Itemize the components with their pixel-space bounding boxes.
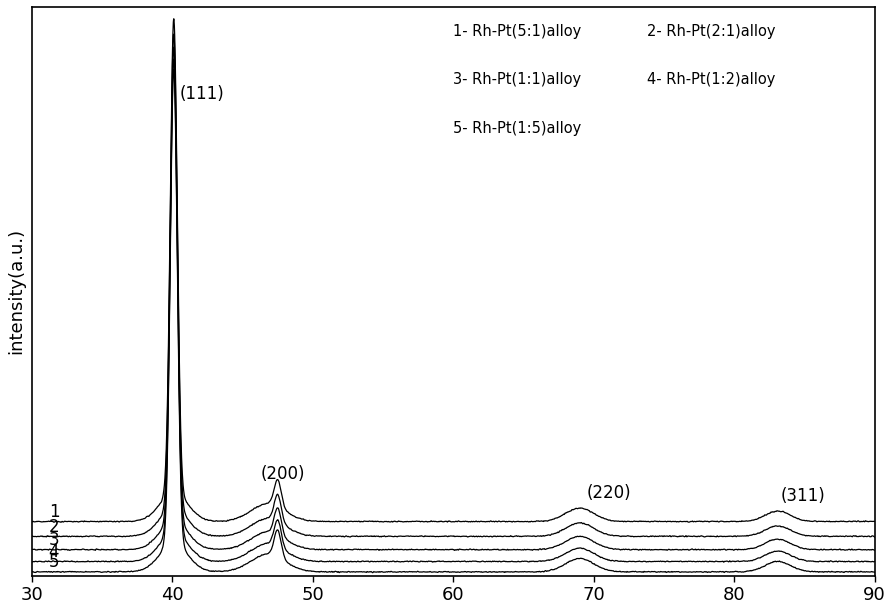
Text: 5: 5 — [49, 553, 59, 571]
Text: 3: 3 — [49, 531, 59, 549]
Text: (220): (220) — [587, 485, 631, 502]
Text: (311): (311) — [780, 487, 825, 505]
Text: (200): (200) — [261, 465, 305, 483]
Text: 4- Rh-Pt(1:2)alloy: 4- Rh-Pt(1:2)alloy — [647, 72, 775, 87]
Y-axis label: intensity(a.u.): intensity(a.u.) — [7, 229, 25, 354]
Text: (111): (111) — [179, 86, 224, 103]
Text: 1- Rh-Pt(5:1)alloy: 1- Rh-Pt(5:1)alloy — [454, 24, 581, 39]
Text: 4: 4 — [49, 543, 59, 561]
Text: 3- Rh-Pt(1:1)alloy: 3- Rh-Pt(1:1)alloy — [454, 72, 581, 87]
Text: 1: 1 — [49, 503, 59, 521]
Text: 2- Rh-Pt(2:1)alloy: 2- Rh-Pt(2:1)alloy — [647, 24, 776, 39]
Text: 2: 2 — [49, 518, 59, 536]
Text: 5- Rh-Pt(1:5)alloy: 5- Rh-Pt(1:5)alloy — [454, 121, 581, 136]
